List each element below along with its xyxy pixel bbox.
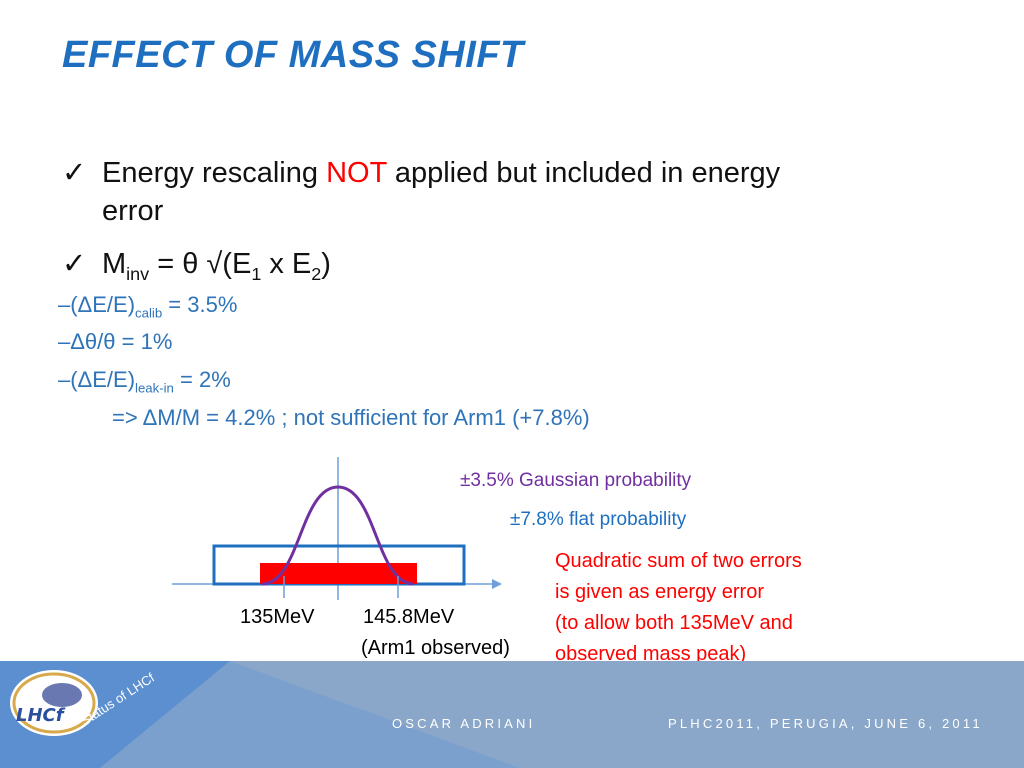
x-label-135mev: 135MeV <box>240 606 315 628</box>
result-line: => ΔM/M = 4.2% ; not sufficient for Arm1… <box>112 405 590 430</box>
x-label-arm1-observed: (Arm1 observed) <box>361 637 510 659</box>
slide-title: EFFECT OF MASS SHIFT <box>62 34 524 76</box>
subitem-calib: –(ΔE/E)calib = 3.5% <box>58 292 238 321</box>
lhcf-logo: LHCf <box>10 670 98 736</box>
x-label-145mev: 145.8MeV <box>363 606 455 628</box>
footer-author: OSCAR ADRIANI <box>392 716 536 731</box>
gaussian-curve <box>261 485 415 586</box>
checkmark-icon: ✓ <box>62 157 87 189</box>
bullet-text: Energy rescaling NOT applied but include… <box>102 157 781 227</box>
formula-text: Minv = θ √(E1 x E2) <box>102 248 331 284</box>
not-emphasis: NOT <box>326 157 387 189</box>
red-energy-bar <box>260 563 417 584</box>
checkmark-icon: ✓ <box>62 248 87 280</box>
footer-event: PLHC2011, PERUGIA, JUNE 6, 2011 <box>668 716 983 731</box>
flat-probability-label: ±7.8% flat probability <box>510 509 687 530</box>
quadratic-sum-note: Quadratic sum of two errors is given as … <box>555 550 802 665</box>
x-axis-arrow <box>492 579 502 589</box>
subitem-leakin: –(ΔE/E)leak-in = 2% <box>58 367 231 396</box>
logo-text: LHCf <box>16 705 66 726</box>
subitem-theta: –Δθ/θ = 1% <box>58 329 173 354</box>
gaussian-probability-label: ±3.5% Gaussian probability <box>460 470 692 491</box>
